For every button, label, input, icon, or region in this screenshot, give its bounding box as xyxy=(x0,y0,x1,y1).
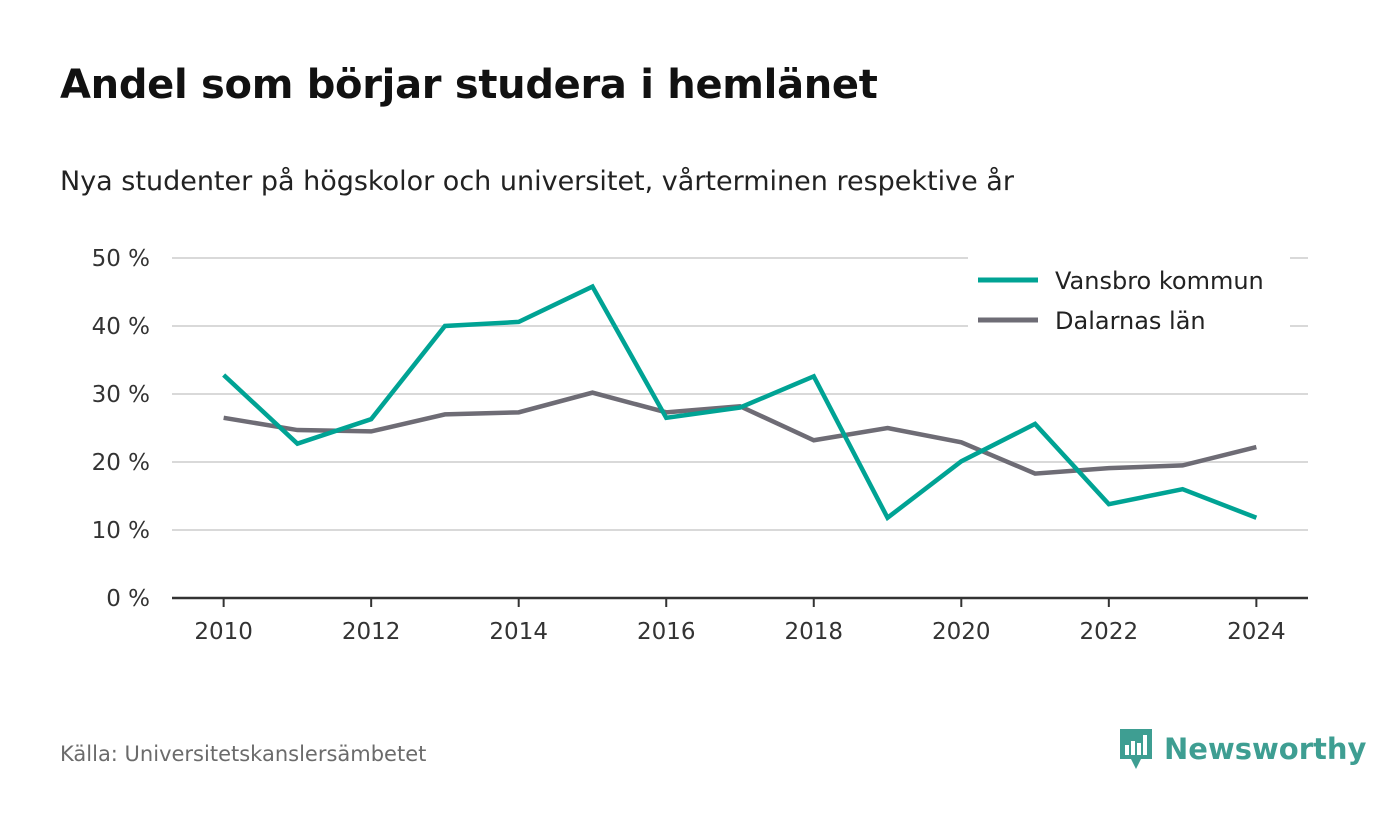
x-tick-label: 2014 xyxy=(489,619,548,645)
y-tick-label: 50 % xyxy=(92,246,150,272)
x-tick-label: 2020 xyxy=(932,619,991,645)
legend-label: Vansbro kommun xyxy=(1055,267,1264,295)
series-line-1 xyxy=(222,283,1258,522)
y-tick-label: 40 % xyxy=(92,314,150,340)
chart-subtitle: Nya studenter på högskolor och universit… xyxy=(60,166,1014,197)
source-note: Källa: Universitetskanslersämbetet xyxy=(60,742,427,766)
y-tick-label: 30 % xyxy=(92,382,150,408)
legend-background xyxy=(968,252,1290,344)
x-tick-label: 2010 xyxy=(194,619,253,645)
line-chart: 0 % 10 % 20 % 30 % 40 % 50 % 2010 2012 2014 2016… xyxy=(92,246,1308,645)
x-tick-label: 2012 xyxy=(342,619,401,645)
newsworthy-logo-icon xyxy=(1120,729,1152,769)
y-tick-label: 0 % xyxy=(106,586,150,612)
brand-name: Newsworthy xyxy=(1164,732,1367,766)
x-tick-label: 2022 xyxy=(1080,619,1139,645)
x-tick-label: 2024 xyxy=(1227,619,1286,645)
x-tick-label: 2016 xyxy=(637,619,696,645)
y-tick-label: 10 % xyxy=(92,518,150,544)
y-axis-ticks: 0 % 10 % 20 % 30 % 40 % 50 % xyxy=(92,246,150,612)
series-lines xyxy=(222,283,1258,522)
legend: Vansbro kommun Dalarnas län xyxy=(968,252,1290,344)
brand-logo: Newsworthy xyxy=(1118,727,1366,771)
legend-label: Dalarnas län xyxy=(1055,307,1206,335)
y-tick-label: 20 % xyxy=(92,450,150,476)
x-tick-label: 2018 xyxy=(784,619,843,645)
chart-title: Andel som börjar studera i hemlänet xyxy=(60,62,878,108)
x-axis-ticks: 2010 2012 2014 2016 2018 2020 2022 2024 xyxy=(194,598,1286,645)
